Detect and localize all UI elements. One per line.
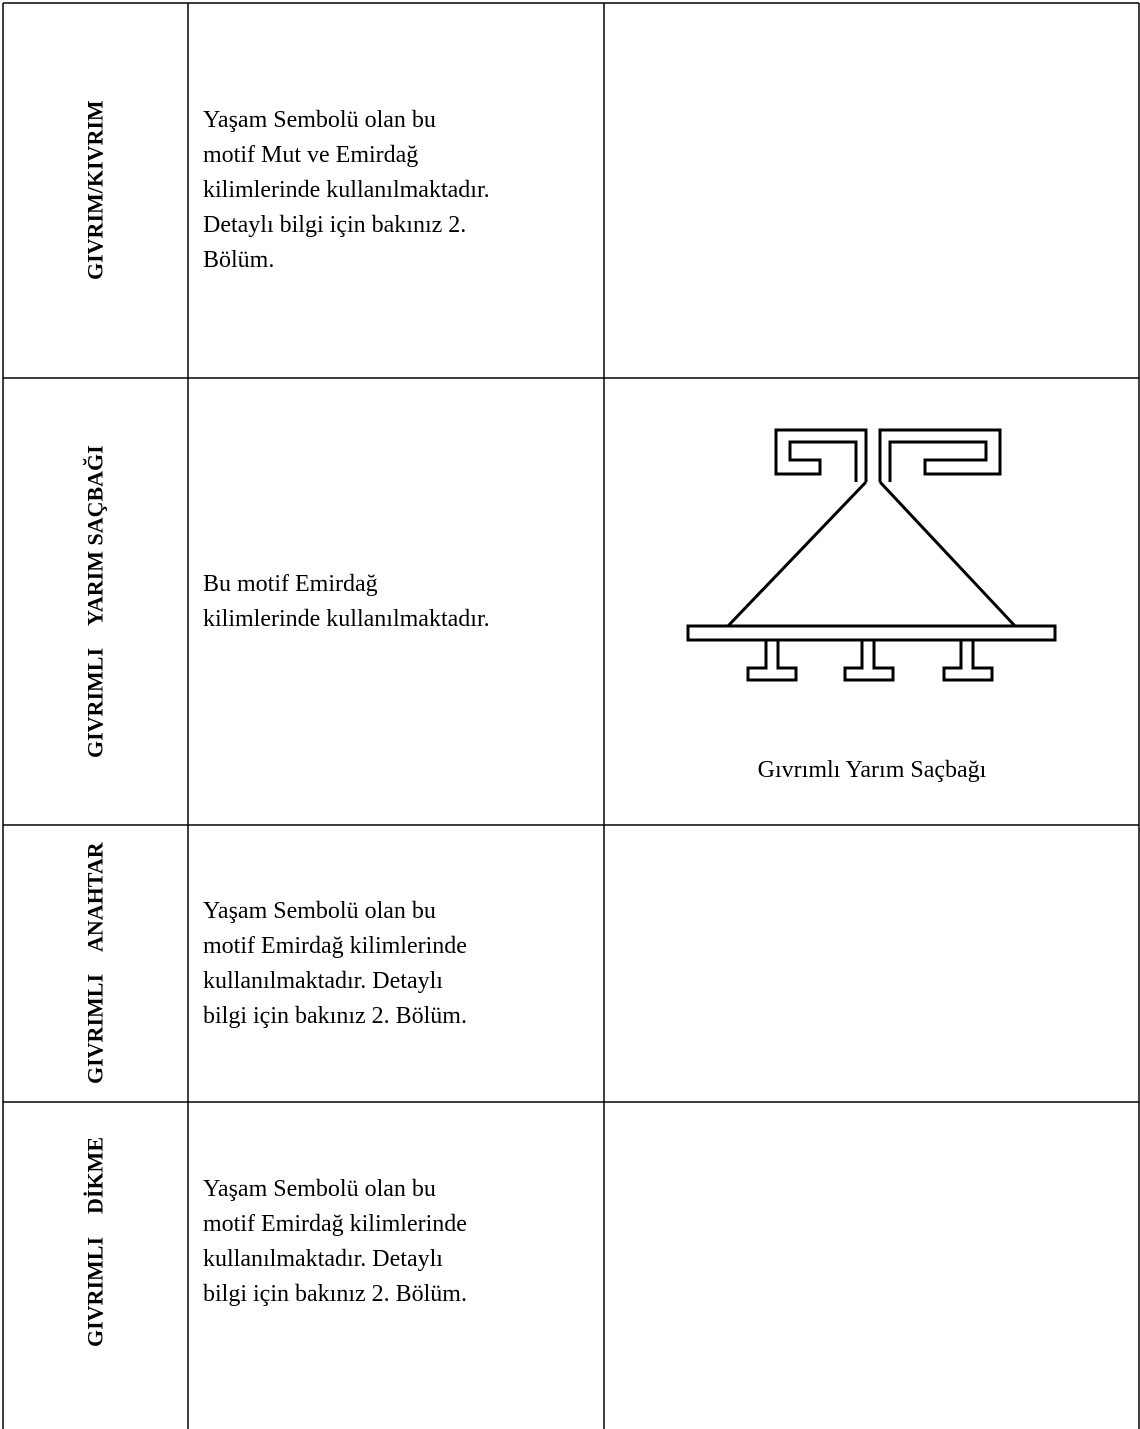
description-line: Yaşam Sembolü olan bu bbox=[203, 1176, 436, 1202]
description: Yaşam Sembolü olan bu motif Emirdağ kilim… bbox=[203, 894, 467, 1034]
motif-drawing bbox=[686, 428, 1057, 682]
description-line: kullanılmaktadır. Detaylı bbox=[203, 1246, 443, 1272]
description-cell: Bu motif Emirdağ kilimlerinde kullanılmak… bbox=[188, 378, 604, 825]
name-cell: GIVRIMLI DİKME bbox=[3, 1102, 188, 1382]
motif-name: DİKME bbox=[82, 1137, 108, 1215]
description: Bu motif Emirdağ kilimlerinde kullanılmak… bbox=[203, 567, 490, 637]
name-cell: GIVRIM/KIVRIM bbox=[3, 3, 188, 378]
description-line: kullanılmaktadır. Detaylı bbox=[203, 967, 443, 994]
description-line: bilgi için bakınız 2. Bölüm. bbox=[203, 1281, 467, 1307]
description-line: kilimlerinde kullanılmaktadır. bbox=[203, 605, 490, 632]
description: Yaşam Sembolü olan bu motif Mut ve Emirda… bbox=[203, 103, 490, 278]
description-cell: Yaşam Sembolü olan bu motif Emirdağ kilim… bbox=[188, 825, 604, 1102]
name-cell: GIVRIMLI ANAHTAR bbox=[3, 825, 188, 1102]
motif-caption: Gıvrımlı Yarım Saçbağı bbox=[757, 757, 987, 783]
description-line: Bu motif Emirdağ bbox=[203, 570, 378, 597]
description-line: bilgi için bakınız 2. Bölüm. bbox=[203, 1002, 467, 1029]
motif-name: GIVRIMLI bbox=[82, 974, 108, 1085]
motif-name: GIVRIM/KIVRIM bbox=[82, 100, 108, 281]
description-cell: Yaşam Sembolü olan bu motif Mut ve Emirda… bbox=[188, 3, 604, 378]
description-line: kilimlerinde kullanılmaktadır. bbox=[203, 177, 490, 203]
description-line: motif Emirdağ kilimlerinde bbox=[203, 932, 467, 959]
motif-name: ANAHTAR bbox=[82, 842, 108, 953]
description-line: motif Emirdağ kilimlerinde bbox=[203, 1211, 467, 1237]
description-line: Detaylı bilgi için bakınız 2. bbox=[203, 212, 467, 238]
description-line: Yaşam Sembolü olan bu bbox=[203, 897, 436, 924]
motif-name: YARIM SAÇBAĞI bbox=[82, 445, 108, 626]
description-line: motif Mut ve Emirdağ bbox=[203, 142, 419, 168]
description-line: Yaşam Sembolü olan bu bbox=[203, 107, 436, 133]
motif-name: GIVRIMLI bbox=[82, 1236, 108, 1347]
description-line: Bölüm. bbox=[203, 247, 275, 273]
motif-name: GIVRIMLI bbox=[82, 647, 108, 758]
description: Yaşam Sembolü olan bu motif Emirdağ kilim… bbox=[203, 1172, 467, 1312]
name-cell: GIVRIMLI YARIM SAÇBAĞI bbox=[3, 378, 188, 825]
description-cell: Yaşam Sembolü olan bu motif Emirdağ kilim… bbox=[188, 1102, 604, 1382]
